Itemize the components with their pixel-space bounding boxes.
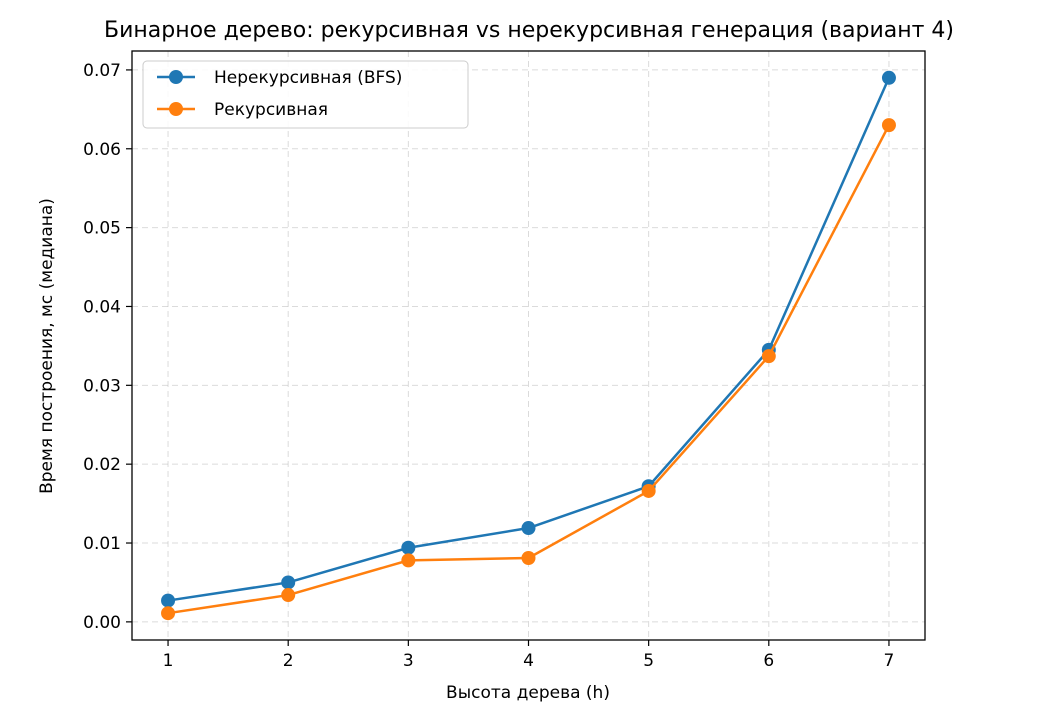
y-axis: 0.00 0.01 0.02 0.03 0.04 0.05 0.06 0.07	[83, 61, 132, 633]
data-point-bfs	[521, 521, 536, 536]
data-point-bfs	[281, 575, 296, 590]
y-tick-label: 0.04	[83, 297, 121, 317]
y-tick-label: 0.05	[83, 219, 121, 239]
data-point-bfs	[401, 540, 416, 555]
y-tick-label: 0.07	[83, 61, 121, 81]
x-tick-label: 5	[643, 651, 654, 671]
data-point-bfs	[161, 593, 176, 608]
data-point-recursive	[761, 349, 776, 364]
y-axis-label: Время построения, мс (медиана)	[37, 198, 57, 494]
x-axis: 1 2 3 4 5 6 7	[163, 640, 895, 671]
y-tick-label: 0.06	[83, 140, 121, 160]
legend-marker-recursive	[169, 102, 183, 116]
data-point-recursive	[161, 606, 176, 621]
data-point-bfs	[881, 70, 896, 85]
x-tick-label: 3	[403, 651, 414, 671]
x-tick-label: 7	[884, 651, 895, 671]
series-layer	[161, 70, 896, 621]
data-point-recursive	[881, 118, 896, 133]
y-tick-label: 0.03	[83, 376, 121, 396]
legend-label-bfs: Нерекурсивная (BFS)	[214, 68, 402, 88]
legend: Нерекурсивная (BFS) Рекурсивная	[142, 60, 469, 129]
x-tick-label: 4	[523, 651, 534, 671]
y-tick-label: 0.02	[83, 455, 121, 475]
data-point-recursive	[521, 550, 536, 565]
y-tick-label: 0.00	[83, 613, 121, 633]
chart-title: Бинарное дерево: рекурсивная vs нерекурс…	[104, 18, 954, 43]
series-recursive	[161, 118, 896, 621]
data-point-recursive	[641, 483, 656, 498]
x-tick-label: 2	[283, 651, 294, 671]
x-tick-label: 6	[763, 651, 774, 671]
y-tick-label: 0.01	[83, 534, 121, 554]
data-point-recursive	[281, 588, 296, 603]
legend-marker-bfs	[169, 70, 183, 84]
legend-box	[142, 60, 469, 129]
x-axis-label: Высота дерева (h)	[446, 683, 610, 703]
data-point-recursive	[401, 553, 416, 568]
legend-label-recursive: Рекурсивная	[214, 100, 328, 120]
x-tick-label: 1	[163, 651, 174, 671]
